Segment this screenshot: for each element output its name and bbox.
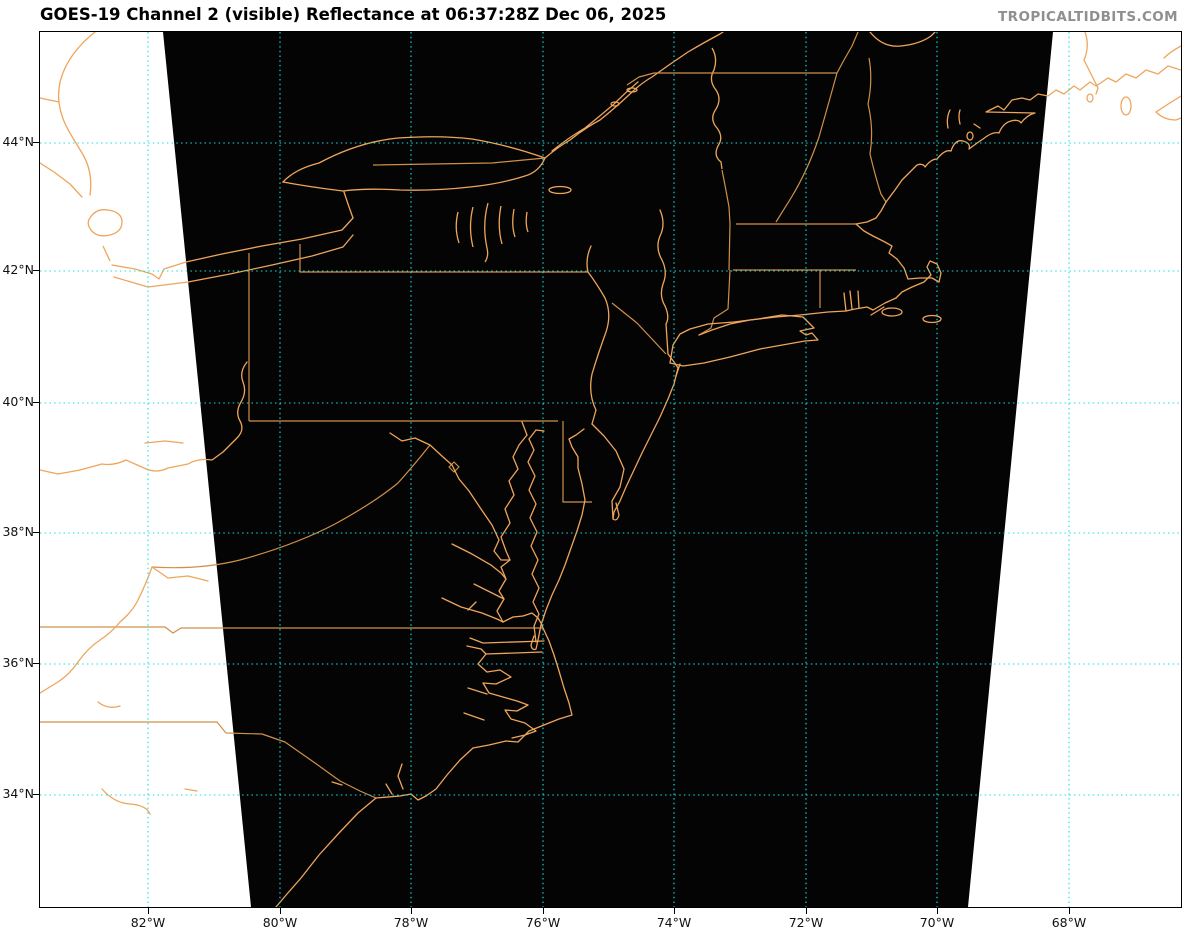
nh-coast [855,201,887,225]
susquehanna-mouth [521,421,545,440]
delaware-borders [562,421,592,503]
lon-axis-label: 68°W [1051,915,1087,929]
narragansett-bay [843,290,860,312]
maine-coast [885,65,1181,203]
ohio-river [40,361,248,475]
lon-tick [543,908,544,914]
lon-axis-label: 78°W [393,915,429,929]
page-title: GOES-19 Channel 2 (visible) Reflectance … [40,5,667,24]
finger-lakes [455,202,529,263]
york-river [473,583,505,600]
rappahannock-river [451,543,507,580]
ny-nj-border [611,302,667,355]
lon-axis-label: 80°W [262,915,298,929]
lake-erie-north-shore [111,217,354,280]
cape-fear-river [385,763,404,795]
lat-axis-label: 36°N [2,655,34,670]
lon-axis-label: 70°W [919,915,955,929]
site-watermark: TROPICALTIDBITS.COM [998,9,1178,25]
potomac-river [389,432,511,561]
ma-coast-cape-cod [855,223,942,299]
delmarva-atlantic-coast [530,467,586,651]
st-lawrence-island [626,87,638,93]
lon-tick [937,908,938,914]
nantucket [922,314,942,324]
lon-tick [148,908,149,914]
lake-erie-south-shore [113,234,354,288]
ny-pa-border [299,244,588,273]
long-island [669,314,819,367]
lon-tick [806,908,807,914]
penobscot-inlets [946,109,981,129]
va-nc-border [40,626,543,634]
lat-tick [33,532,39,533]
satellite-swath [163,32,1053,907]
satellite-map [40,32,1181,907]
lat-tick [33,402,39,403]
va-wv-border [151,444,431,569]
lake-st-clair [87,209,123,262]
hudson-river [657,209,669,355]
niagara-river [343,191,354,219]
lon-tick [1069,908,1070,914]
lon-axis-label: 74°W [656,915,692,929]
st-lawrence-river [544,32,724,159]
graticule-gridlines [40,32,1181,907]
maine-quebec-border [836,32,859,74]
map-overlay-lines [40,32,1181,907]
lat-axis-label: 34°N [2,786,34,801]
neuse-pamlico-rivers [463,687,488,721]
lat-axis-label: 42°N [2,262,34,277]
lake-huron-shoreline [40,32,96,198]
lat-tick [33,270,39,271]
ny-ma-ct-border [698,223,731,336]
nj-coast [612,367,679,520]
canada-border-45n [626,72,837,86]
vt-nh-border [775,72,838,223]
outer-banks [375,627,573,801]
oneida-lake [548,185,572,195]
lon-tick [674,908,675,914]
carolina-lakes [97,701,198,815]
lat-tick [33,142,39,143]
lon-tick [411,908,412,914]
mount-desert-island [966,131,974,141]
delaware-bay [568,423,625,521]
lake-champlain [710,47,723,170]
st-john-river [869,32,1099,95]
lake-ontario [281,136,546,192]
pamlico-mainland-shore [477,653,537,739]
nc-sc-border [40,721,377,799]
lon-axis-label: 72°W [788,915,824,929]
new-brunswick-coast [1155,45,1181,121]
dc-boundary [448,461,460,473]
chesapeake-bay-west-shore [496,434,528,623]
marthas-vineyard [881,307,903,317]
lon-tick [280,908,281,914]
lon-axis-label: 82°W [130,915,166,929]
me-nh-border [867,57,887,203]
hampton-roads-coast [502,612,544,629]
lat-axis-label: 40°N [2,394,34,409]
st-lawrence-island-2 [610,101,620,107]
lat-tick [33,794,39,795]
grand-manan-island [1120,96,1132,116]
nc-coastal-islands [331,781,343,786]
lat-axis-label: 38°N [2,524,34,539]
lake-ontario-boundary-line [372,157,546,166]
sc-coast [275,797,377,907]
lat-tick [33,663,39,664]
lon-axis-label: 76°W [525,915,561,929]
ct-ri-ma-border [733,269,856,308]
delaware-river [586,245,610,425]
james-river [441,597,504,623]
maine-island [1086,93,1094,103]
ny-vt-border [721,169,731,225]
chesapeake-bay-east-shore [527,438,540,643]
lat-axis-label: 44°N [2,134,34,149]
buzzards-bay [870,297,897,316]
map-canvas [39,31,1182,908]
new-river [40,566,209,694]
